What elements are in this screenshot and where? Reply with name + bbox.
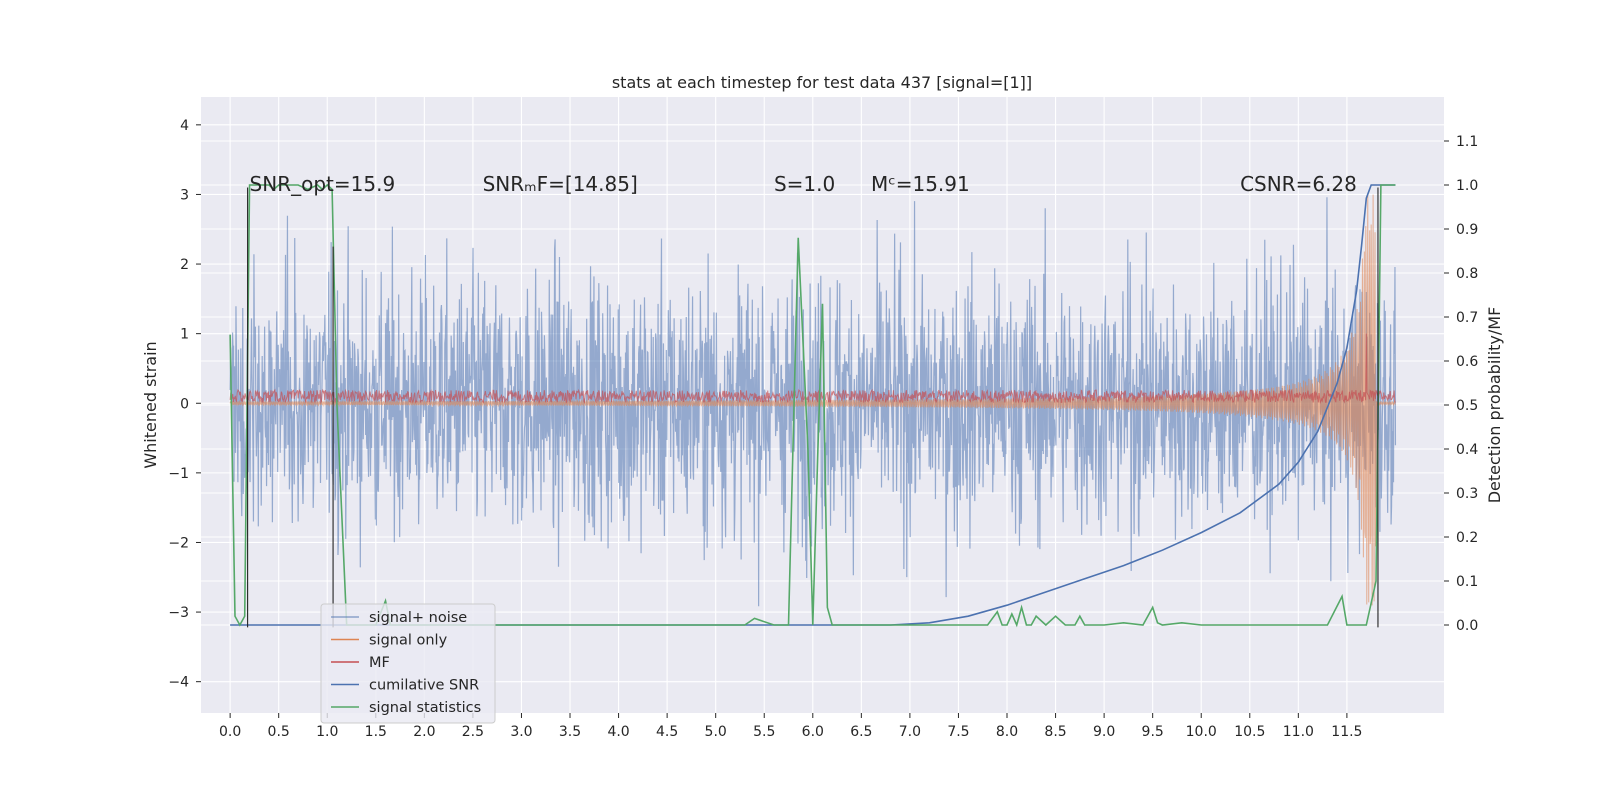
x-tick-label: 2.5	[462, 724, 484, 740]
legend-label: cumilative SNR	[369, 678, 479, 694]
x-tick-label: 4.5	[656, 724, 678, 740]
series-mf-line	[229, 333, 1396, 405]
legend: signal+ noise signal only MF cumilative SNR…	[320, 603, 496, 724]
x-tick-label: 6.0	[802, 724, 824, 740]
y-right-tick-label: 0.9	[1456, 222, 1478, 238]
series-signal-statistics-line	[229, 183, 1396, 628]
axes: 0.0 0.5 1.0 1.5 2.0 2.5 3.0 3.5 4.0 4.5 5.0 5.5 6.0 6…	[168, 118, 1478, 740]
x-tick-label: 5.0	[705, 724, 727, 740]
x-tick-label: 10.0	[1186, 724, 1217, 740]
series-signal-only-line	[229, 194, 1396, 606]
x-tick-label: 0.5	[268, 724, 290, 740]
y-left-tick-label: −2	[168, 535, 189, 551]
y-right-tick-label: 0.7	[1456, 310, 1478, 326]
x-tick-label: 11.5	[1331, 724, 1362, 740]
x-tick-label: 1.0	[316, 724, 338, 740]
legend-frame	[320, 603, 496, 724]
annotation-text: S=1.0	[774, 172, 835, 196]
x-tick-label: 11.0	[1283, 724, 1314, 740]
y-left-tick-label: −4	[168, 675, 189, 691]
data-layer	[229, 183, 1397, 628]
legend-label: signal statistics	[369, 700, 481, 716]
y-axis-label-right: Detection probability/MF	[1485, 307, 1504, 504]
y-left-tick-label: 0	[180, 396, 189, 412]
annotation-text: CSNR=6.28	[1240, 172, 1357, 196]
x-tick-label: 8.0	[996, 724, 1018, 740]
x-tick-label: 2.0	[413, 724, 435, 740]
x-tick-label: 4.0	[607, 724, 629, 740]
chart-title: stats at each timestep for test data 437…	[612, 73, 1032, 92]
y-right-tick-label: 0.2	[1456, 530, 1478, 546]
x-tick-label: 0.0	[219, 724, 241, 740]
y-right-tick-label: 0.5	[1456, 398, 1478, 414]
y-right-tick-label: 0.3	[1456, 486, 1478, 502]
y-left-tick-label: 1	[180, 327, 189, 343]
y-right-tick-label: 0.8	[1456, 266, 1478, 282]
legend-label: signal only	[369, 633, 448, 649]
x-tick-label: 9.0	[1093, 724, 1115, 740]
annotation-text: SNRₘF=[14.85]	[483, 172, 638, 196]
y-right-tick-label: 0.1	[1456, 574, 1478, 590]
series-cumulative-snr-line	[230, 184, 1396, 626]
x-tick-label: 10.5	[1234, 724, 1265, 740]
y-right-tick-label: 0.6	[1456, 354, 1478, 370]
x-tick-label: 8.5	[1044, 724, 1066, 740]
y-right-tick-label: 0.0	[1456, 618, 1478, 634]
y-axis-label-left: Whitened strain	[141, 341, 160, 468]
x-tick-label: 7.0	[899, 724, 921, 740]
x-tick-label: 9.5	[1142, 724, 1164, 740]
x-tick-label: 3.5	[559, 724, 581, 740]
y-left-tick-label: 2	[180, 257, 189, 273]
y-right-tick-label: 1.1	[1456, 134, 1478, 150]
y-right-tick-label: 1.0	[1456, 178, 1478, 194]
x-tick-label: 1.5	[365, 724, 387, 740]
y-left-tick-label: 4	[180, 118, 189, 134]
x-tick-label: 3.0	[510, 724, 532, 740]
y-left-tick-label: −3	[168, 605, 189, 621]
annotation-text: Mᶜ=15.91	[871, 172, 970, 196]
annotation-text: SNR_opt=15.9	[250, 172, 396, 196]
y-right-tick-label: 0.4	[1456, 442, 1478, 458]
x-tick-label: 6.5	[850, 724, 872, 740]
x-tick-label: 5.5	[753, 724, 775, 740]
annotations: SNR_opt=15.9 SNRₘF=[14.85] S=1.0 Mᶜ=15.91 CS…	[250, 172, 1357, 196]
y-left-tick-label: −1	[168, 466, 189, 482]
legend-label: signal+ noise	[369, 610, 467, 626]
y-left-tick-label: 3	[180, 187, 189, 203]
legend-label: MF	[369, 655, 390, 671]
x-tick-label: 7.5	[947, 724, 969, 740]
